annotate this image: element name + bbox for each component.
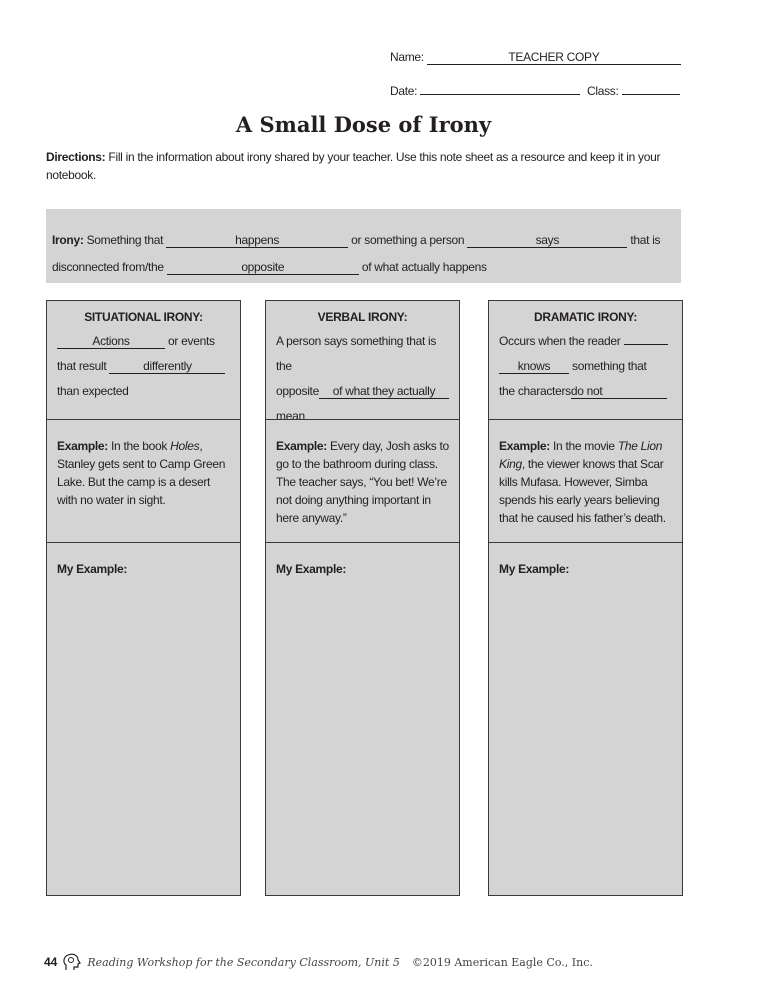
text: something that [569, 359, 647, 373]
text: that result [57, 359, 110, 373]
blank-says[interactable]: says [467, 234, 628, 248]
irony-label: Irony: [52, 233, 84, 247]
definition-cell: SITUATIONAL IRONY: Actions or events tha… [46, 300, 241, 420]
text: In the book [107, 439, 171, 453]
def-text: disconnected from/the [52, 260, 167, 274]
date-value[interactable] [420, 81, 581, 95]
blank-what-they-actually[interactable]: of what they actually [318, 385, 449, 399]
head-logo-icon [63, 953, 82, 970]
my-example-label: My Example: [57, 562, 128, 576]
my-example-label: My Example: [499, 562, 570, 576]
book-title: Holes [170, 439, 200, 453]
blank-knows[interactable]: knows [499, 360, 569, 374]
my-example-cell[interactable]: My Example: [46, 542, 241, 896]
blank-do-not[interactable]: do not [570, 385, 667, 399]
text: the characters [499, 384, 571, 398]
name-value[interactable]: TEACHER COPY [426, 51, 681, 65]
page-title: A Small Dose of Irony [235, 112, 492, 137]
class-value[interactable] [621, 81, 680, 95]
name-label: Name: [390, 50, 424, 64]
column-heading: DRAMATIC IRONY: [533, 310, 638, 324]
text: opposite [276, 384, 319, 398]
example-label: Example: [499, 439, 550, 453]
example-cell: Example: In the book Holes, Stanley gets… [46, 419, 241, 543]
text: or events [168, 334, 215, 348]
column-heading: VERBAL IRONY: [317, 310, 408, 324]
def-text: that is [627, 233, 661, 247]
definition-cell: VERBAL IRONY: A person says something th… [265, 300, 460, 424]
example-label: Example: [57, 439, 108, 453]
blank-differently[interactable]: differently [109, 360, 226, 374]
example-cell: Example: In the movie The Lion King, the… [488, 419, 683, 543]
example-cell: Example: Every day, Josh asks to go to t… [265, 419, 460, 543]
blank-line [623, 331, 668, 345]
class-label: Class: [587, 84, 619, 98]
blank-happens[interactable]: happens [166, 234, 349, 248]
directions-label: Directions: [46, 150, 106, 164]
directions-text: Fill in the information about irony shar… [46, 150, 661, 182]
my-example-label: My Example: [276, 562, 347, 576]
example-label: Example: [276, 439, 327, 453]
def-text: Something that [83, 233, 167, 247]
text: , the viewer knows that Scar kills Mufas… [499, 457, 666, 525]
text: A person says something that is the [276, 334, 437, 373]
date-field[interactable]: Date: [390, 81, 581, 98]
footer: 44 Reading Workshop for the Secondary Cl… [44, 952, 593, 972]
text: than expected [57, 384, 129, 398]
column-heading: SITUATIONAL IRONY: [84, 310, 203, 324]
my-example-cell[interactable]: My Example: [488, 542, 683, 896]
movie-title: The Lion King [499, 439, 663, 471]
book-title: Reading Workshop for the Secondary Class… [87, 955, 400, 969]
def-text: or something a person [348, 233, 468, 247]
class-field[interactable]: Class: [587, 81, 680, 98]
def-text: of what actually happens [358, 260, 487, 274]
text: Every day, Josh asks to go to the bathro… [276, 439, 449, 525]
definition-cell: DRAMATIC IRONY: Occurs when the reader k… [488, 300, 683, 420]
my-example-cell[interactable]: My Example: [265, 542, 460, 896]
page-number: 44 [44, 955, 58, 969]
blank-opposite[interactable]: opposite [166, 261, 359, 275]
text: Occurs when the reader [499, 334, 624, 348]
irony-definition-box: Irony: Something that happens or somethi… [46, 209, 681, 283]
blank-actions[interactable]: Actions [57, 335, 165, 349]
name-field[interactable]: Name: TEACHER COPY [390, 50, 681, 65]
copyright: ©2019 American Eagle Co., Inc. [411, 955, 593, 969]
text: , Stanley gets sent to Camp Green Lake. … [57, 439, 226, 507]
text: In the movie [549, 439, 618, 453]
date-label: Date: [390, 84, 418, 98]
directions: Directions: Fill in the information abou… [46, 148, 676, 184]
